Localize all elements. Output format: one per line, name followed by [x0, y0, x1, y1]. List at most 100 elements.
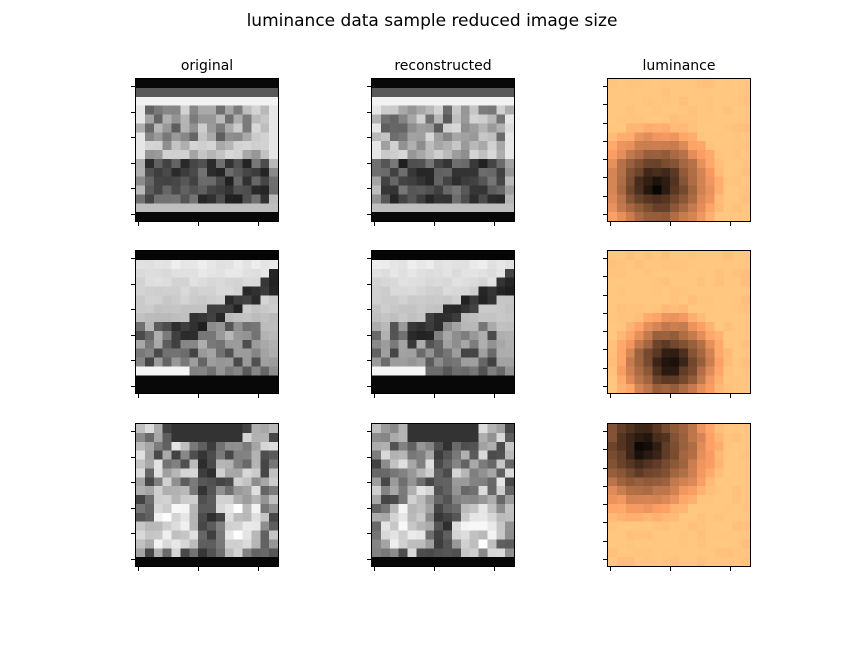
x-tick	[138, 567, 139, 571]
y-tick	[131, 360, 135, 362]
y-tick	[367, 214, 371, 215]
y-tick	[367, 456, 371, 458]
y-tick	[367, 86, 371, 87]
x-tick	[198, 222, 199, 226]
image-reconstructed-row-1	[372, 79, 514, 221]
y-tick	[603, 386, 607, 387]
y-tick	[131, 334, 135, 336]
column-title-reconstructed: reconstructed	[394, 58, 492, 74]
y-tick	[603, 195, 607, 197]
y-tick	[603, 258, 607, 259]
column-title-original: original	[180, 58, 234, 74]
x-tick	[610, 567, 611, 571]
panel-original-row-2	[135, 250, 279, 394]
panel-luminance-row-2	[607, 250, 751, 394]
image-reconstructed-row-2	[372, 251, 514, 393]
panel-reconstructed-row-2	[371, 250, 515, 394]
x-tick	[494, 222, 495, 226]
image-original-row-3	[136, 424, 278, 566]
image-original-row-1	[136, 79, 278, 221]
y-tick	[367, 559, 371, 560]
y-tick	[131, 258, 135, 259]
y-tick	[603, 104, 607, 106]
y-tick	[603, 177, 607, 179]
y-tick	[603, 331, 607, 333]
y-tick	[603, 540, 607, 542]
y-tick	[131, 137, 135, 139]
y-tick	[603, 485, 607, 487]
x-tick	[670, 222, 671, 226]
x-tick	[434, 394, 435, 398]
y-tick	[367, 258, 371, 259]
y-tick	[603, 367, 607, 369]
y-tick	[367, 283, 371, 285]
x-tick	[730, 567, 731, 571]
y-tick	[131, 214, 135, 215]
y-tick	[131, 431, 135, 432]
y-tick	[131, 86, 135, 87]
y-tick	[603, 522, 607, 524]
panel-reconstructed-row-1	[371, 78, 515, 222]
x-tick	[494, 394, 495, 398]
x-tick	[374, 222, 375, 226]
y-tick	[131, 283, 135, 285]
y-tick	[603, 504, 607, 506]
image-luminance-row-1	[608, 79, 750, 221]
x-tick	[258, 567, 259, 571]
x-tick	[434, 567, 435, 571]
panel-original-row-3	[135, 423, 279, 567]
y-tick	[131, 309, 135, 311]
y-tick	[603, 159, 607, 161]
x-tick	[730, 394, 731, 398]
y-tick	[603, 140, 607, 142]
y-tick	[367, 162, 371, 164]
y-tick	[131, 386, 135, 387]
image-reconstructed-row-3	[372, 424, 514, 566]
y-tick	[131, 559, 135, 560]
x-tick	[610, 222, 611, 226]
y-tick	[131, 188, 135, 190]
column-title-luminance: luminance	[642, 58, 716, 74]
y-tick	[131, 456, 135, 458]
image-luminance-row-3	[608, 424, 750, 566]
y-tick	[603, 214, 607, 215]
y-tick	[603, 294, 607, 296]
y-tick	[603, 276, 607, 278]
y-tick	[367, 360, 371, 362]
panel-luminance-row-1	[607, 78, 751, 222]
y-tick	[367, 309, 371, 311]
y-tick	[603, 467, 607, 469]
y-tick	[367, 482, 371, 484]
image-luminance-row-2	[608, 251, 750, 393]
panel-reconstructed-row-3	[371, 423, 515, 567]
y-tick	[367, 188, 371, 190]
y-tick	[367, 386, 371, 387]
y-tick	[367, 533, 371, 535]
x-tick	[670, 394, 671, 398]
x-tick	[198, 567, 199, 571]
x-tick	[670, 567, 671, 571]
image-original-row-2	[136, 251, 278, 393]
y-tick	[603, 86, 607, 87]
y-tick	[131, 111, 135, 113]
x-tick	[374, 567, 375, 571]
y-tick	[603, 349, 607, 351]
y-tick	[603, 312, 607, 314]
figure-title: luminance data sample reduced image size	[246, 11, 618, 31]
y-tick	[367, 137, 371, 139]
x-tick	[374, 394, 375, 398]
y-tick	[131, 482, 135, 484]
y-tick	[367, 111, 371, 113]
y-tick	[367, 507, 371, 509]
y-tick	[603, 431, 607, 432]
x-tick	[610, 394, 611, 398]
x-tick	[258, 394, 259, 398]
y-tick	[367, 334, 371, 336]
panel-original-row-1	[135, 78, 279, 222]
y-tick	[603, 449, 607, 451]
panel-luminance-row-3	[607, 423, 751, 567]
x-tick	[198, 394, 199, 398]
y-tick	[131, 533, 135, 535]
y-tick	[131, 162, 135, 164]
x-tick	[258, 222, 259, 226]
